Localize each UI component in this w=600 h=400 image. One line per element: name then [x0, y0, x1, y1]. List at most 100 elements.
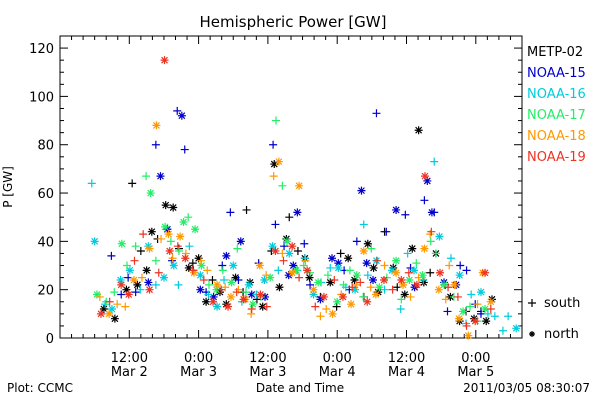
noaa-17-north-point [117, 239, 126, 248]
legend-marker-south [528, 299, 536, 307]
noaa-17-south-point [466, 302, 475, 311]
noaa-17-north-point [248, 300, 257, 309]
noaa-15-north-point [293, 208, 302, 217]
y-tick-label: 80 [37, 139, 54, 154]
y-tick-label: 40 [37, 235, 54, 250]
noaa-19-north-point [271, 247, 280, 256]
noaa-16-north-point [334, 263, 343, 272]
noaa-18-south-point [269, 172, 278, 181]
x-tick-date-label: Mar 2 [111, 365, 148, 380]
noaa-17-south-point [233, 244, 242, 253]
noaa-15-south-point [401, 210, 410, 219]
noaa-18-south-point [157, 234, 166, 243]
metp-02-north-point [161, 201, 170, 210]
noaa-17-north-point [375, 283, 384, 292]
noaa-18-north-point [371, 290, 380, 299]
x-tick-time-label: 12:00 [388, 351, 425, 366]
noaa-17-south-point [184, 213, 193, 222]
noaa-16-north-point [244, 280, 253, 289]
noaa-17-south-point [218, 266, 227, 275]
noaa-15-south-point [382, 227, 391, 236]
footer-plot-credit: Plot: CCMC [7, 381, 73, 395]
noaa-16-south-point [136, 285, 145, 294]
metp-02-north-point [194, 254, 203, 263]
metp-02-north-point [184, 263, 193, 272]
noaa-17-south-point [397, 295, 406, 304]
noaa-16-south-point [274, 266, 283, 275]
noaa-15-north-point [144, 278, 153, 287]
noaa-16-south-point [204, 290, 213, 299]
noaa-19-south-point [427, 227, 436, 236]
noaa-17-north-point [191, 225, 200, 234]
noaa-16-north-point [213, 302, 222, 311]
noaa-19-south-point [130, 256, 139, 265]
metp-02-south-point [188, 259, 197, 268]
noaa-19-south-point [444, 283, 453, 292]
noaa-18-north-point [486, 297, 495, 306]
noaa-16-north-point [388, 266, 397, 275]
noaa-18-south-point [380, 261, 389, 270]
noaa-17-south-point [359, 292, 368, 301]
noaa-15-south-point [306, 280, 315, 289]
noaa-16-north-point [512, 324, 521, 333]
noaa-18-north-point [255, 261, 264, 270]
metp-02-north-point [344, 254, 353, 263]
noaa-18-south-point [352, 280, 361, 289]
noaa-19-south-point [486, 305, 495, 314]
noaa-18-south-point [414, 273, 423, 282]
noaa-17-north-point [314, 278, 323, 287]
noaa-19-north-point [397, 276, 406, 285]
noaa-16-south-point [185, 242, 194, 251]
noaa-15-north-point [423, 176, 432, 185]
noaa-19-south-point [173, 242, 182, 251]
noaa-19-north-point [239, 295, 248, 304]
noaa-15-south-point [456, 261, 465, 270]
metp-02-north-point [215, 288, 224, 297]
noaa-19-south-point [348, 283, 357, 292]
noaa-18-south-point [203, 266, 212, 275]
noaa-16-south-point [396, 305, 405, 314]
noaa-17-south-point [110, 288, 119, 297]
noaa-17-north-point [179, 218, 188, 227]
noaa-19-north-point [256, 290, 265, 299]
noaa-17-north-point [333, 297, 342, 306]
noaa-19-south-point [356, 278, 365, 287]
noaa-17-south-point [142, 172, 151, 181]
noaa-18-north-point [450, 280, 459, 289]
noaa-19-north-point [412, 280, 421, 289]
x-tick-date-label: Mar 3 [249, 365, 286, 380]
noaa-16-south-point [151, 280, 160, 289]
noaa-17-south-point [131, 242, 140, 251]
legend-noaa-19: NOAA-19 [527, 150, 586, 165]
noaa-19-north-point [97, 309, 106, 318]
noaa-18-south-point [168, 254, 177, 263]
metp-02-south-point [208, 276, 217, 285]
noaa-17-north-point [459, 307, 468, 316]
noaa-16-south-point [403, 249, 412, 258]
noaa-19-north-point [471, 317, 480, 326]
noaa-16-south-point [326, 263, 335, 272]
noaa-15-south-point [117, 290, 126, 299]
noaa-15-north-point [357, 186, 366, 195]
noaa-18-north-point [464, 331, 473, 340]
metp-02-north-point [326, 278, 335, 287]
noaa-18-north-point [347, 300, 356, 309]
noaa-19-south-point [404, 268, 413, 277]
noaa-18-south-point [138, 273, 147, 282]
noaa-18-south-point [221, 283, 230, 292]
noaa-16-north-point [476, 288, 485, 297]
metp-02-north-point [258, 302, 267, 311]
noaa-16-north-point [285, 249, 294, 258]
noaa-15-north-point [362, 259, 371, 268]
metp-02-north-point [110, 314, 119, 323]
noaa-15-north-point [328, 254, 337, 263]
noaa-16-north-point [351, 285, 360, 294]
noaa-17-south-point [278, 181, 287, 190]
noaa-15-north-point [156, 172, 165, 181]
noaa-17-south-point [204, 280, 213, 289]
noaa-18-south-point [366, 283, 375, 292]
noaa-17-north-point [266, 273, 275, 282]
noaa-19-north-point [181, 254, 190, 263]
noaa-18-north-point [399, 280, 408, 289]
noaa-18-south-point [441, 295, 450, 304]
